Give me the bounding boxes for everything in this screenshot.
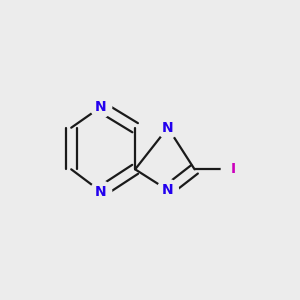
Circle shape — [221, 158, 245, 181]
Text: I: I — [231, 162, 236, 176]
Circle shape — [157, 117, 178, 138]
Text: N: N — [162, 121, 174, 135]
Circle shape — [90, 96, 112, 118]
Circle shape — [90, 181, 112, 202]
Text: N: N — [95, 100, 107, 114]
Text: N: N — [162, 183, 174, 197]
Text: N: N — [95, 184, 107, 199]
Circle shape — [157, 179, 178, 201]
